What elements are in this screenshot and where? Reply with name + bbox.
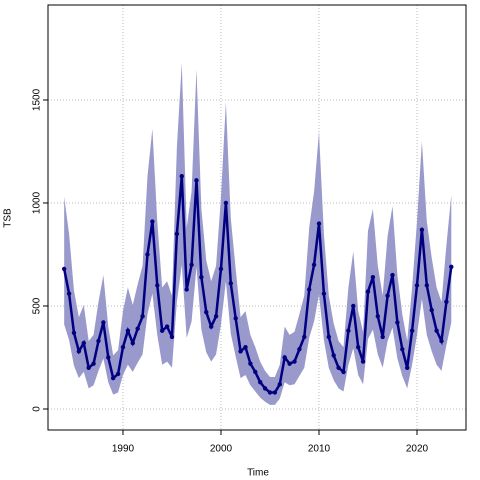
point <box>400 347 405 352</box>
point <box>223 200 229 206</box>
y-tick-label: 0 <box>32 406 43 412</box>
point <box>115 371 121 377</box>
point <box>194 178 199 183</box>
point <box>169 334 175 340</box>
point <box>385 293 390 298</box>
point <box>66 291 72 296</box>
point <box>404 365 410 370</box>
point <box>365 289 371 294</box>
point <box>130 340 135 346</box>
point <box>277 382 282 387</box>
point <box>86 365 91 370</box>
point <box>321 291 327 296</box>
point <box>238 349 243 354</box>
x-tick-label: 2000 <box>210 444 233 455</box>
point <box>184 287 189 292</box>
point <box>135 326 140 331</box>
point <box>110 375 116 381</box>
point <box>331 353 336 358</box>
y-axis-label: TSB <box>3 208 14 228</box>
point <box>233 316 238 321</box>
point <box>243 344 248 350</box>
point <box>429 307 434 313</box>
point <box>159 328 165 333</box>
point <box>189 262 194 267</box>
point <box>248 361 253 366</box>
x-axis-label: Time <box>247 468 269 479</box>
point <box>434 328 439 333</box>
point <box>101 320 106 325</box>
point <box>346 328 351 333</box>
point <box>228 281 233 286</box>
point <box>282 355 287 360</box>
point <box>253 369 258 375</box>
y-tick-label: 1000 <box>32 191 43 214</box>
point <box>302 334 307 340</box>
point <box>336 365 341 370</box>
point <box>213 314 219 319</box>
point <box>76 349 82 354</box>
point <box>91 361 96 366</box>
point <box>199 274 204 280</box>
point <box>174 231 180 237</box>
point <box>267 390 273 395</box>
point <box>306 287 312 292</box>
x-tick-label: 1990 <box>112 444 135 455</box>
point <box>449 264 454 270</box>
point <box>287 361 292 366</box>
point <box>355 344 361 350</box>
point <box>360 359 366 364</box>
point <box>164 324 170 329</box>
y-tick-label: 500 <box>32 297 43 314</box>
point <box>424 283 429 288</box>
point <box>61 266 67 272</box>
point <box>326 334 331 340</box>
point <box>419 227 425 232</box>
point <box>81 340 86 346</box>
plot-frame <box>47 4 467 431</box>
point <box>120 344 126 350</box>
point <box>311 262 317 267</box>
point <box>155 283 160 288</box>
point <box>179 173 184 179</box>
point <box>150 219 155 224</box>
point <box>297 347 302 352</box>
point <box>370 274 376 280</box>
point <box>316 221 322 226</box>
point <box>292 359 297 364</box>
point <box>204 309 209 315</box>
point <box>409 328 415 333</box>
point <box>262 386 268 391</box>
point <box>145 252 150 257</box>
x-tick-label: 2020 <box>406 444 429 455</box>
x-tick-label: 2010 <box>308 444 331 455</box>
point <box>257 380 263 385</box>
point <box>106 355 111 360</box>
point <box>272 390 278 395</box>
point <box>218 266 224 272</box>
point <box>125 328 131 333</box>
point <box>341 369 346 375</box>
point <box>390 272 395 278</box>
point <box>395 320 400 325</box>
point <box>439 338 444 344</box>
point <box>140 314 145 319</box>
point <box>71 330 77 335</box>
point <box>208 324 214 329</box>
point <box>375 314 380 319</box>
line <box>62 176 453 394</box>
point <box>414 283 420 288</box>
point <box>444 299 449 305</box>
point <box>380 334 385 340</box>
point <box>351 303 356 309</box>
y-tick-label: 1500 <box>32 88 43 111</box>
point <box>96 338 101 344</box>
